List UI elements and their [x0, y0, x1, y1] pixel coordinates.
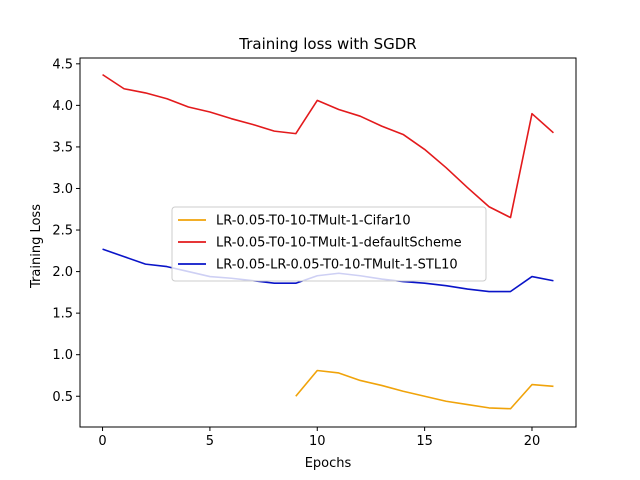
legend: LR-0.05-T0-10-TMult-1-Cifar10 LR-0.05-T0-… [171, 206, 487, 282]
axes: 0 5 10 15 20 0.5 1.0 1.5 2.0 2.5 3.0 3.5 4.0 4.5 [52, 57, 577, 449]
chart-title: Training loss with SGDR [238, 35, 416, 53]
y-tick-label: 2.5 [52, 224, 73, 239]
y-tick-label: 2.0 [52, 265, 73, 280]
x-tick-label: 10 [309, 434, 326, 449]
x-axis-label: Epochs [305, 456, 352, 471]
y-tick-label: 0.5 [52, 390, 73, 405]
legend-entry-label: LR-0.05-T0-10-TMult-1-defaultScheme [216, 236, 462, 251]
y-axis-label: Training Loss [29, 204, 44, 289]
legend-entry-label: LR-0.05-LR-0.05-T0-10-TMult-1-STL10 [216, 258, 458, 273]
series-line-1 [295, 369, 554, 410]
y-tick-label: 4.0 [52, 99, 73, 114]
y-tick-label: 4.5 [52, 57, 73, 72]
x-tick-label: 5 [206, 434, 214, 449]
x-tick-label: 15 [416, 434, 433, 449]
y-tick-label: 1.0 [52, 348, 73, 363]
y-tick-label: 1.5 [52, 307, 73, 322]
x-tick-label: 0 [98, 434, 106, 449]
legend-entry-label: LR-0.05-T0-10-TMult-1-Cifar10 [216, 214, 411, 229]
axes-frame [79, 57, 577, 428]
series-line-2 [102, 73, 554, 219]
x-tick-label: 20 [524, 434, 541, 449]
legend-box [171, 206, 487, 282]
y-tick-label: 3.5 [52, 140, 73, 155]
y-tick-label: 3.0 [52, 182, 73, 197]
